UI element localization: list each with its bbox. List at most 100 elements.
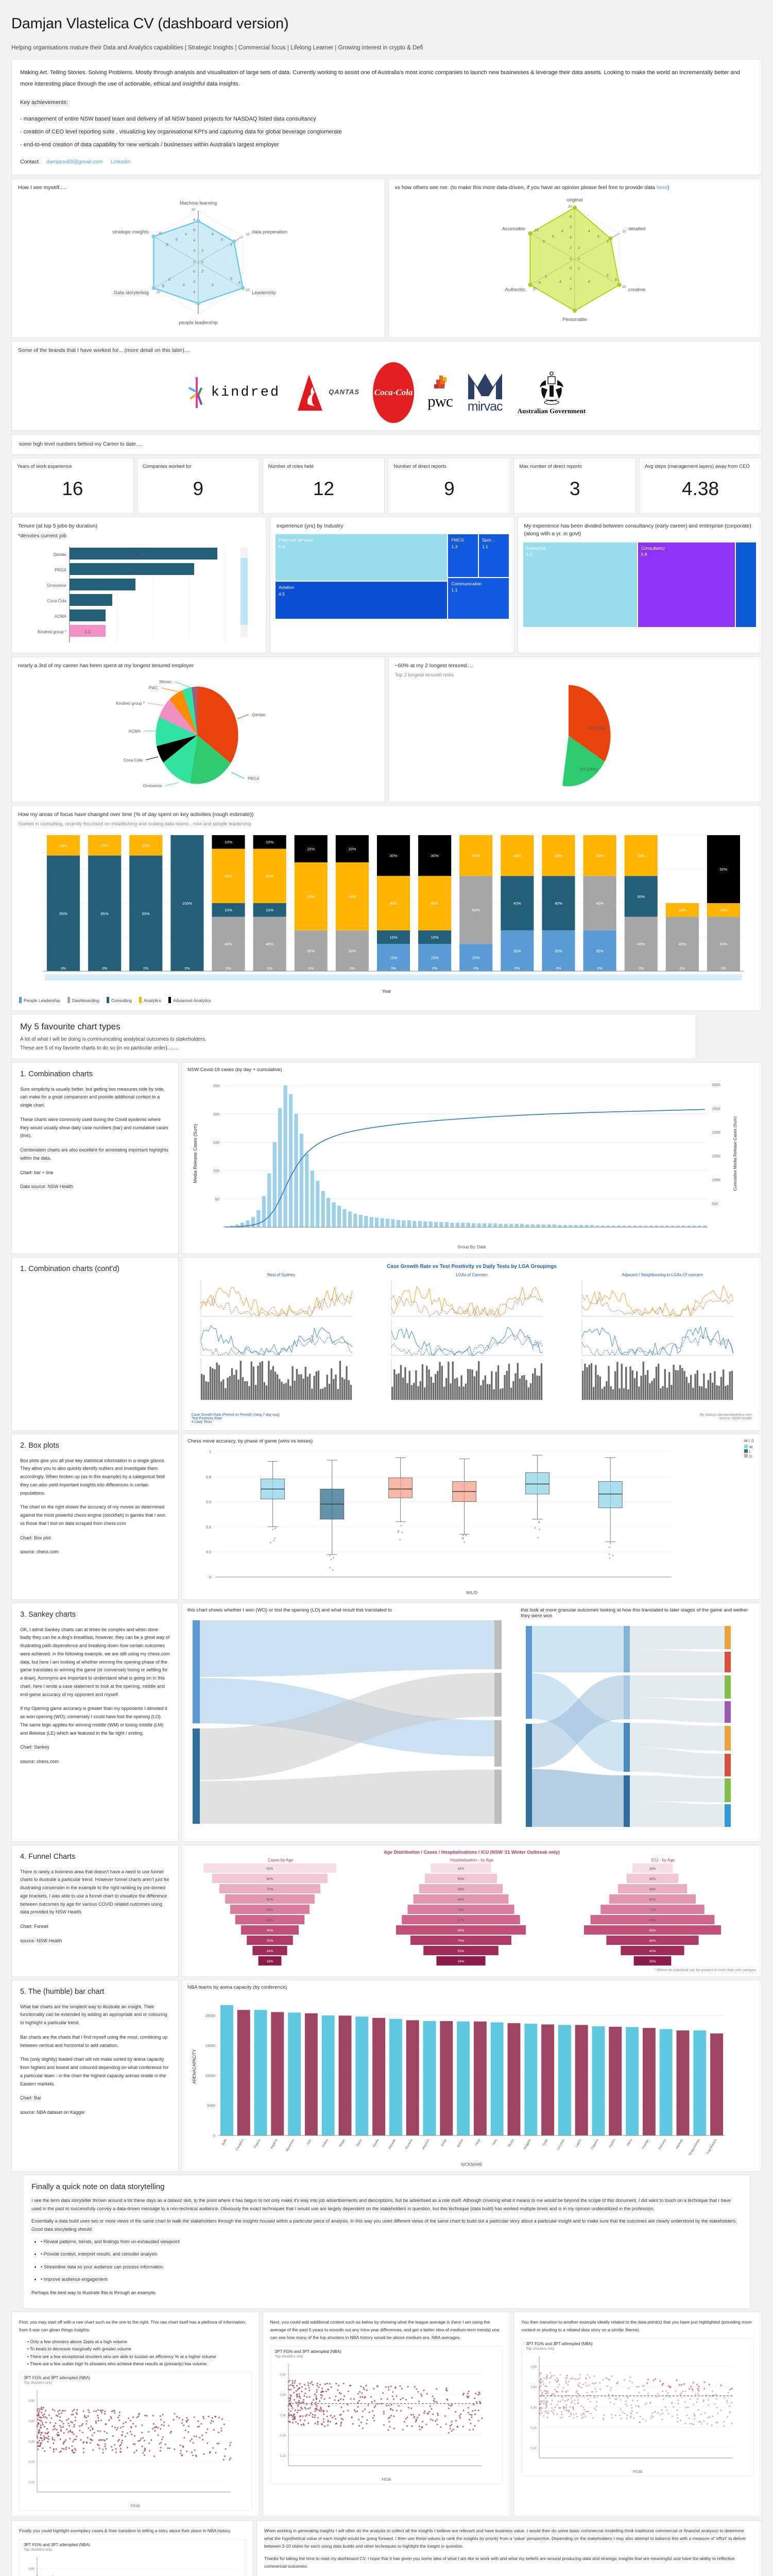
svg-text:ARENACAPACITY: ARENACAPACITY — [192, 2048, 197, 2083]
svg-text:42%: 42% — [458, 1867, 465, 1871]
sankey-right-title: this look at more granular outcomes look… — [521, 1607, 748, 1619]
svg-text:6: 6 — [545, 275, 547, 279]
svg-text:4: 4 — [570, 287, 572, 291]
brands-caption: Some of the brands that I have worked fo… — [18, 347, 191, 353]
storytelling-bullet: • Improve audience engagement — [41, 2275, 742, 2283]
radar-label-data-prep: data preperation — [252, 229, 287, 235]
storytelling-heading: Finally a quick note on data storytellin… — [31, 2182, 165, 2191]
svg-text:0.8: 0.8 — [206, 1474, 211, 1479]
svg-text:0%: 0% — [556, 967, 561, 971]
svg-text:10: 10 — [246, 289, 250, 292]
tenure-chart: 4.5 Qantas 3.8 PRGX 2 Grosvenor 1.3 Coca… — [12, 543, 266, 653]
combo2-source: source: NSW Health — [719, 1416, 752, 1420]
svg-text:4: 4 — [193, 239, 195, 243]
svg-text:40%: 40% — [389, 901, 397, 906]
svg-text:0: 0 — [193, 270, 195, 274]
svg-text:85%: 85% — [101, 911, 109, 916]
combo2-panel-title: Adjacent / Neighbouring to LGAs Of conce… — [622, 1272, 703, 1277]
svg-text:0: 0 — [578, 258, 580, 261]
pie-label: Kindred group * — [116, 701, 145, 706]
scatter-subtitle: Top shooters only — [24, 2548, 52, 2552]
funnel-chart-label: Chart: Funnel — [20, 1924, 48, 1929]
svg-text:0%: 0% — [721, 967, 726, 971]
box-row: 2. Box plots Box plots give you all your… — [11, 1433, 762, 1600]
kpi-value: 4.38 — [682, 478, 719, 500]
svg-text:10: 10 — [156, 291, 160, 294]
pie-career-chart: Qantas PRGX Grosvenor Coca Cola ACMA Kin… — [12, 672, 385, 800]
tenure-title: Tenure (at top 5 jobs by duration) — [18, 522, 98, 529]
svg-text:0%: 0% — [473, 967, 478, 971]
svg-text:60%: 60% — [649, 1898, 656, 1902]
focus-legend: People Leadership Dashboarding Consultin… — [12, 994, 761, 1010]
svg-text:10%: 10% — [266, 840, 273, 844]
svg-text:Rockets: Rockets — [405, 2139, 414, 2150]
radar-row: How I see myself..... — [11, 178, 762, 338]
svg-text:10: 10 — [568, 205, 572, 209]
storytelling-para: I see the term data storyteller thrown a… — [31, 2197, 731, 2211]
svg-text:Bucks: Bucks — [508, 2139, 514, 2147]
contact-label: Contact — [20, 159, 39, 165]
svg-text:40%: 40% — [637, 942, 645, 946]
svg-text:20%: 20% — [348, 846, 356, 851]
treemap-cell — [735, 543, 756, 627]
svg-text:0: 0 — [570, 258, 572, 261]
favourites-blurb1: A lot of what I will be doing is communi… — [20, 1036, 207, 1042]
bumble-note: 5. The (humble) bar chart What bar chart… — [11, 1979, 179, 2172]
pie-slice-label: 3.8 (24%) — [580, 767, 598, 772]
svg-text:30%: 30% — [513, 948, 521, 953]
svg-text:30%: 30% — [637, 894, 645, 899]
legend-item-dashboarding: Dashboarding — [67, 996, 99, 1003]
svg-text:Coca Cola: Coca Cola — [47, 599, 67, 603]
svg-text:85%: 85% — [60, 911, 67, 916]
scatter-subtitle: Top shooters only — [24, 2381, 52, 2385]
svg-text:Timberwolves: Timberwolves — [689, 2139, 701, 2157]
treemap-label: Spor... — [482, 537, 495, 543]
svg-text:2: 2 — [99, 583, 102, 588]
funnel-chart-title: Age Distribution / Cases / Hospitalisati… — [384, 1849, 560, 1855]
kpi-value: 9 — [193, 478, 204, 500]
svg-text:0%: 0% — [226, 967, 231, 971]
scatter-xlabel: FG3A — [382, 2478, 391, 2482]
achievement-item: - creation of CEO level reporting suite … — [20, 129, 342, 135]
treemap-cell: Financial services 5.8 — [276, 534, 448, 581]
story-col-body: You then transition to another example i… — [521, 2319, 752, 2333]
svg-text:15%: 15% — [142, 843, 150, 848]
kpi-value: 12 — [313, 478, 335, 500]
box-para: Box plots give you all your key statisti… — [20, 1458, 166, 1496]
provide-data-link[interactable]: here — [656, 184, 667, 191]
combo2-heading: 1. Combination charts (cont'd) — [20, 1264, 119, 1273]
svg-text:0.30: 0.30 — [531, 2406, 537, 2410]
svg-text:8: 8 — [539, 281, 541, 285]
pie-label: Grosvenor — [143, 784, 162, 788]
svg-text:8: 8 — [607, 240, 609, 244]
svg-text:4: 4 — [559, 280, 561, 284]
svg-text:Cumulative Media Release Cases: Cumulative Media Release Cases (Sum) — [733, 1116, 737, 1191]
svg-text:4: 4 — [588, 230, 590, 233]
svg-text:4: 4 — [212, 283, 214, 287]
email-link[interactable]: damjanv83@gmail.com — [46, 159, 103, 165]
svg-text:30%: 30% — [555, 948, 562, 953]
funnel-chart-card: Age Distribution / Cases / Hospitalisati… — [182, 1844, 762, 1977]
svg-text:6: 6 — [193, 229, 195, 232]
mirvac-mark-icon — [468, 374, 502, 399]
svg-text:50%: 50% — [307, 894, 315, 899]
treemap-value: 1.1 — [451, 587, 458, 592]
radar2-label-creative: creative — [628, 287, 645, 293]
svg-text:1: 1 — [209, 1449, 211, 1454]
scatter-subtitle: Top shooters only — [526, 2347, 555, 2351]
svg-text:30%: 30% — [596, 853, 604, 858]
scatter-plot-2: 3PT FG% and 3PT attempted (NBA) Top shoo… — [270, 2345, 503, 2484]
svg-text:0%: 0% — [639, 967, 644, 971]
svg-text:40%: 40% — [596, 901, 604, 906]
treemap-value: 5.8 — [279, 544, 285, 549]
story-bullet: • There are a few outlier high % shooter… — [27, 2361, 208, 2367]
linkedin-link[interactable]: Linkedin — [110, 159, 131, 165]
svg-text:Magic: Magic — [339, 2139, 346, 2147]
brands-card: Some of the brands that I have worked fo… — [11, 341, 762, 431]
story-bullet: • To beats to decrease marginally with g… — [27, 2346, 131, 2352]
box-source-label: source: chess.com — [20, 1549, 59, 1555]
svg-text:80%: 80% — [266, 1877, 273, 1881]
svg-text:Suns: Suns — [542, 2139, 548, 2146]
svg-text:20%: 20% — [472, 955, 480, 960]
storytelling-bullet: • Reveal patterns, trends, and findings … — [41, 2238, 742, 2246]
